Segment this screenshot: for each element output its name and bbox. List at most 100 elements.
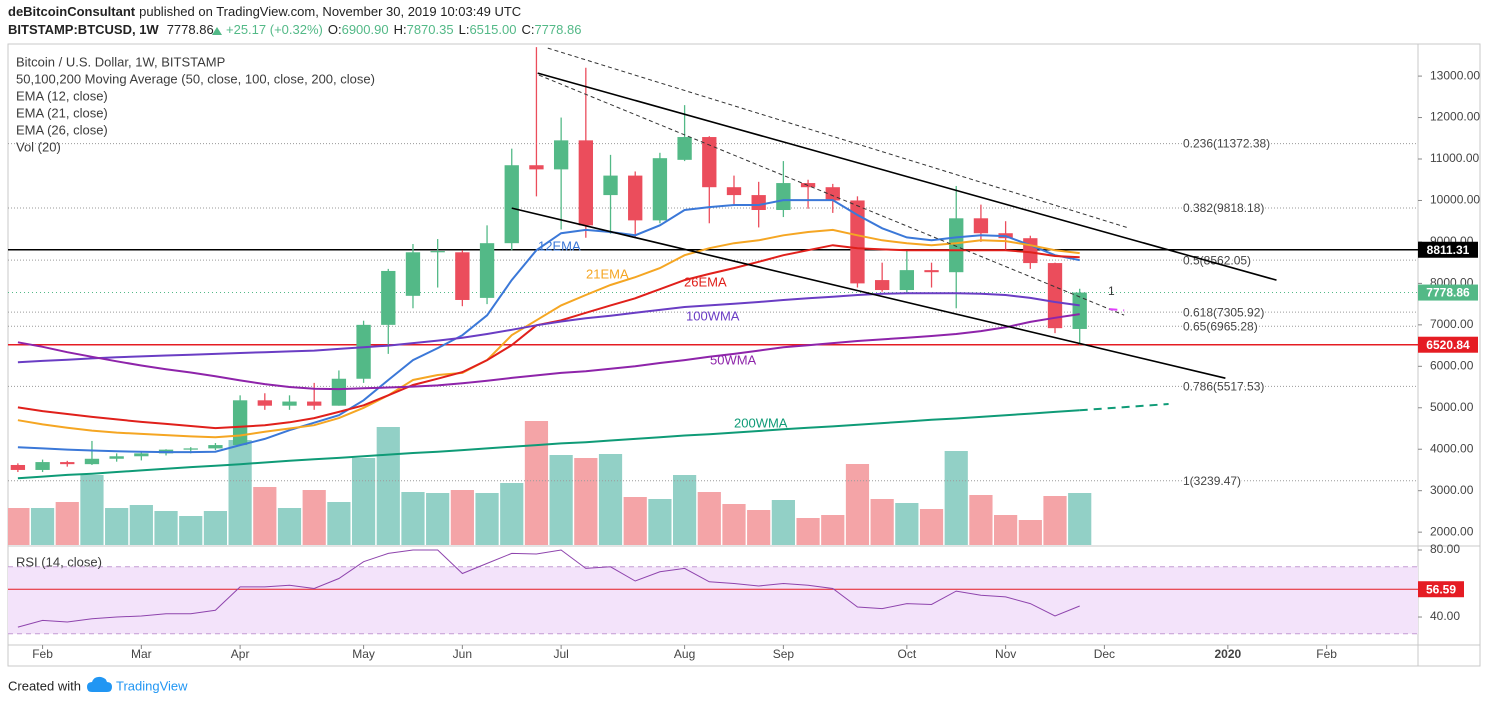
fib-label: 0.65(6965.28) — [1183, 319, 1258, 333]
candle-body — [60, 462, 75, 465]
x-tick-label: May — [352, 647, 375, 661]
candle-body — [208, 445, 223, 449]
volume-bar — [771, 500, 795, 545]
price-tag-label: 6520.84 — [1426, 338, 1470, 352]
volume-bar — [870, 499, 894, 545]
volume-bar — [722, 504, 746, 545]
candle-body — [232, 400, 248, 446]
candle-body — [553, 140, 569, 170]
price-tag — [1418, 241, 1478, 258]
x-tick-label: Oct — [898, 647, 917, 661]
trendline — [537, 72, 1277, 281]
candle-body — [973, 218, 989, 234]
volume-bar — [401, 492, 425, 545]
x-tick-label: Feb — [1316, 647, 1337, 661]
ma-label: 100WMA — [686, 308, 740, 323]
ma-label: 12EMA — [538, 238, 581, 253]
rsi-last-tag — [1418, 581, 1464, 598]
volume-bar — [327, 502, 351, 545]
fib-label: 0.786(5517.53) — [1183, 379, 1264, 393]
y-tick-label: 7000.00 — [1430, 317, 1474, 331]
footer-brand[interactable]: TradingView — [116, 678, 188, 693]
candle-body — [529, 165, 544, 170]
trendline — [547, 47, 1130, 229]
volume-bar — [8, 508, 30, 545]
volume-layer — [8, 421, 1092, 545]
price-tag-label: 7778.86 — [1426, 286, 1470, 300]
chart-title: Bitcoin / U.S. Dollar, 1W, BITSTAMP — [16, 54, 225, 69]
volume-bar — [697, 492, 721, 545]
ma-label: 26EMA — [684, 274, 727, 289]
volume-bar — [376, 427, 400, 545]
volume-bar — [30, 508, 55, 545]
price-tag — [1418, 284, 1478, 301]
candle-body — [35, 462, 50, 470]
rsi-last-label: 56.59 — [1426, 582, 1456, 596]
candle-body — [504, 165, 519, 244]
candle-body — [331, 378, 347, 406]
candle-body — [628, 175, 643, 221]
y-tick-label: 11000.00 — [1430, 151, 1479, 165]
legend-entry: 50,100,200 Moving Average (50, close, 10… — [16, 71, 375, 86]
rsi-tick-label: 40.00 — [1430, 609, 1460, 623]
volume-bar — [623, 497, 647, 545]
change: +25.17 (+0.32%) — [226, 22, 323, 37]
volume-bar — [944, 451, 968, 545]
footer-created: Created with — [8, 678, 81, 693]
y-tick-label: 6000.00 — [1430, 358, 1474, 372]
ma-line — [17, 313, 1080, 391]
candle-body — [702, 137, 717, 188]
fib-label: 1(3239.47) — [1183, 474, 1241, 488]
volume-bar — [179, 516, 203, 545]
publisher: deBitcoinConsultant — [8, 4, 136, 19]
volume-bar — [129, 505, 153, 545]
x-tick-label: Apr — [231, 647, 250, 661]
change-line: +25.17 (+0.32%) O:6900.90 H:7870.35 L:6515.… — [226, 22, 581, 37]
volume-bar — [80, 475, 104, 545]
rsi-title: RSI (14, close) — [16, 554, 102, 569]
ohlc-value: 6900.90 — [342, 22, 389, 37]
volume-bar — [598, 454, 623, 545]
published: published on TradingView.com, November 3… — [139, 4, 521, 19]
x-tick-label: Aug — [674, 647, 695, 661]
candle-body — [924, 270, 939, 273]
price-tag — [1418, 336, 1478, 353]
volume-bar — [426, 493, 450, 545]
candle-body — [652, 158, 668, 221]
volume-bar — [845, 464, 870, 545]
candle-body — [949, 218, 964, 273]
ma-line — [17, 228, 1080, 439]
candle-body — [899, 270, 915, 291]
ohlc-key: C: — [521, 22, 534, 37]
volume-bar — [919, 509, 944, 545]
volume-bar — [549, 455, 573, 545]
candle-body — [874, 280, 890, 291]
volume-bar — [821, 515, 845, 545]
volume-bar — [672, 475, 697, 545]
legend: Bitcoin / U.S. Dollar, 1W, BITSTAMP 50,1… — [16, 54, 375, 569]
ohlc-key: H: — [394, 22, 407, 37]
volume-bar — [105, 508, 129, 545]
legend-entry: EMA (12, close) — [16, 88, 108, 103]
x-tick-label: Mar — [131, 647, 152, 661]
volume-bar — [895, 503, 919, 545]
rsi-layer — [8, 549, 1418, 635]
candle-body — [726, 187, 742, 196]
x-tick-label: Jul — [553, 647, 568, 661]
y-tick-label: 3000.00 — [1430, 483, 1474, 497]
candle-body — [751, 195, 766, 211]
candle-body — [1047, 263, 1063, 329]
candle-body — [356, 324, 371, 379]
volume-bar — [969, 495, 993, 545]
candle-body — [603, 175, 618, 196]
trendline — [538, 74, 1125, 316]
ma-label: 200WMA — [734, 415, 788, 430]
volume-bar — [524, 421, 549, 545]
x-tick-label: Sep — [773, 647, 795, 661]
volume-bar — [351, 458, 376, 545]
candle-body — [307, 401, 322, 406]
volume-bar — [1018, 520, 1042, 545]
candle-body — [84, 458, 100, 465]
volume-bar — [154, 511, 178, 545]
volume-bar — [574, 458, 598, 545]
